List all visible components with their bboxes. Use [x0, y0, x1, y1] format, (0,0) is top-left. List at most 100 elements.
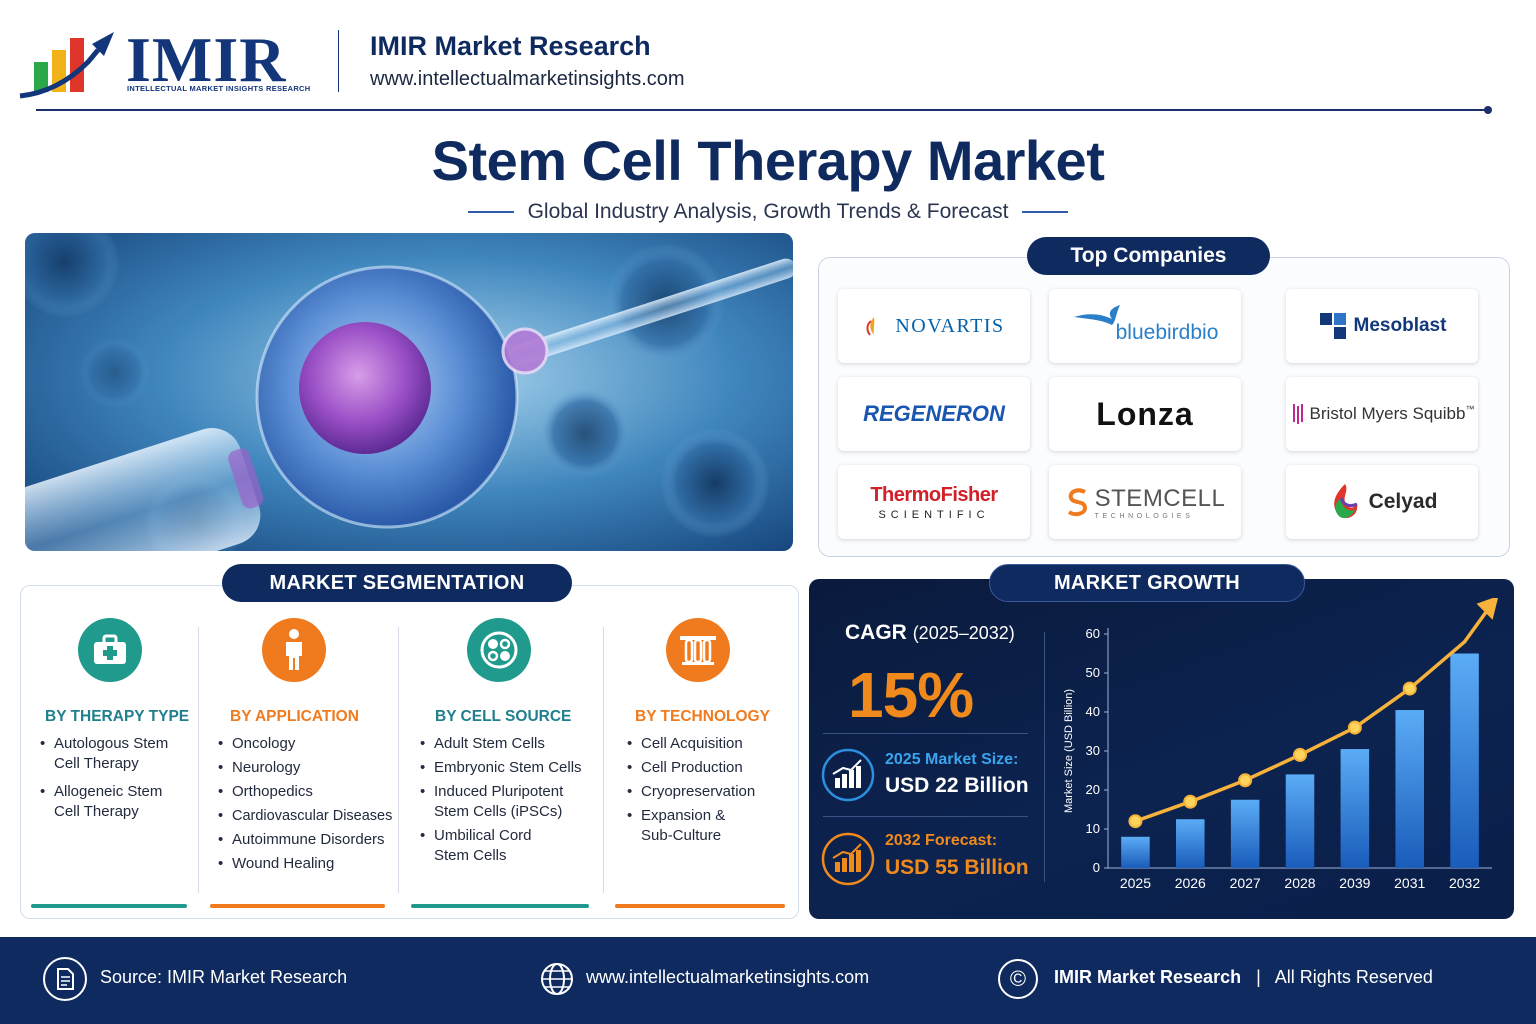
segment-item: Neurology [218, 758, 403, 778]
footer-rights-text: All Rights Reserved [1274, 967, 1433, 987]
logo-bars-icon [19, 32, 114, 99]
chart-bar [1230, 799, 1260, 868]
bar-forecast-icon [821, 832, 875, 886]
chart-bar [1176, 819, 1205, 868]
y-tick-label: 10 [1086, 821, 1100, 836]
footer-rights-brand: IMIR Market Research [1054, 967, 1242, 987]
trend-point [1293, 747, 1307, 762]
subtitle-line-right [1022, 211, 1069, 213]
segment-item: Expansion & Sub-Culture [627, 806, 737, 846]
segment-application: BY APPLICATION Oncology Neurology Orthop… [210, 612, 400, 912]
segment-item: Autoimmune Disorders [218, 830, 403, 850]
company-name-bms: Bristol Myers Squibb [1309, 404, 1466, 423]
cagr-label-text: CAGR [845, 621, 907, 644]
chart-bar [1340, 749, 1370, 868]
chart-bar [1395, 710, 1424, 868]
celyad-flame-icon [1333, 484, 1358, 519]
segment-item: Cardiovascular Diseases [218, 806, 403, 826]
market-growth-chart: 0 10 20 30 40 50 60 Market Size (USD Billion) 20… [1063, 598, 1499, 891]
footer-rights: IMIR Market Research | All Rights Reserv… [1054, 967, 1433, 988]
stem-cell-hero-image [25, 233, 793, 551]
market-segmentation-heading: MARKET SEGMENTATION [222, 564, 572, 602]
company-card-novartis: NOVARTIS [838, 289, 1030, 363]
segment-list: Autologous Stem Cell Therapy Allogeneic … [40, 734, 190, 826]
x-tick-label: 2028 [1284, 875, 1315, 891]
trend-arrowhead [1476, 598, 1499, 620]
y-tick-label: 0 [1093, 860, 1100, 875]
growth-divider [823, 816, 1028, 817]
company-card-lonza: Lonza [1049, 377, 1241, 451]
segment-accent-bar [411, 904, 589, 908]
company-card-mesoblast: Mesoblast [1286, 289, 1478, 363]
footer-url[interactable]: www.intellectualmarketinsights.com [586, 967, 870, 987]
stat-2032-label: 2032 Forecast: [885, 832, 998, 849]
segment-accent-bar [31, 904, 187, 908]
trend-point [1347, 720, 1362, 735]
segment-cell-source: BY CELL SOURCE Adult Stem Cells Embryoni… [410, 612, 600, 912]
company-name-mesoblast: Mesoblast [1353, 315, 1447, 336]
y-tick-label: 40 [1086, 704, 1100, 719]
segment-item: Autologous Stem Cell Therapy [40, 734, 190, 774]
x-tick-label: 2039 [1339, 875, 1370, 891]
page-title: Stem Cell Therapy Market [431, 129, 1105, 192]
trend-point [1183, 794, 1198, 809]
chart-bar [1121, 836, 1150, 868]
x-tick-label: 2026 [1175, 875, 1206, 891]
segment-title: BY APPLICATION [230, 708, 359, 725]
segment-list: Adult Stem Cells Embryonic Stem Cells In… [420, 734, 600, 870]
brand-url[interactable]: www.intellectualmarketinsights.com [370, 68, 685, 90]
company-bms-trademark: ™ [1465, 404, 1475, 414]
chart-bar [1450, 653, 1479, 868]
market-growth-heading: MARKET GROWTH [989, 564, 1305, 602]
logo-wordmark: IMIR [126, 24, 287, 95]
subtitle-line-left [467, 211, 514, 213]
bluebird-bird-icon [1073, 305, 1120, 325]
trend-point [1128, 814, 1143, 829]
segment-title: BY CELL SOURCE [435, 708, 572, 725]
y-tick-label: 50 [1086, 665, 1100, 680]
company-sub-stemcell: TECHNOLOGIES [1094, 512, 1194, 520]
globe-icon [535, 957, 579, 1001]
stemcell-mark-icon [1067, 488, 1087, 517]
footer [0, 937, 1536, 1024]
logo-subtext: INTELLECTUAL MARKET INSIGHTS RESEARCH [127, 84, 311, 93]
segment-item: Adult Stem Cells [420, 734, 600, 754]
company-card-bms: Bristol Myers Squibb ™ [1286, 377, 1478, 451]
document-icon [43, 957, 87, 1001]
company-name-thermofisher: ThermoFisher [870, 483, 998, 506]
x-tick-label: 2025 [1120, 875, 1151, 891]
company-card-thermofisher: ThermoFisher SCIENTIFIC [838, 465, 1030, 539]
cell-icon [467, 618, 531, 682]
page-subtitle: Global Industry Analysis, Growth Trends … [527, 200, 1009, 223]
brand-name: IMIR Market Research [370, 31, 651, 61]
test-tubes-icon [666, 618, 730, 682]
company-card-bluebirdbio: bluebirdbio [1049, 289, 1241, 363]
company-name-stemcell: STEMCELL [1094, 484, 1226, 512]
person-icon [262, 618, 326, 682]
company-name-regeneron: REGENERON [863, 401, 1005, 426]
segmentation-divider [198, 627, 199, 893]
segment-title: BY TECHNOLOGY [635, 708, 770, 725]
mesoblast-mark-icon [1319, 313, 1346, 339]
segment-accent-bar [210, 904, 385, 908]
segment-item: Induced Pluripotent Stem Cells (iPSCs) [420, 782, 600, 822]
x-tick-label: 2032 [1449, 875, 1480, 891]
company-card-stemcell: STEMCELL TECHNOLOGIES [1049, 465, 1241, 539]
cagr-value: 15% [848, 659, 974, 731]
y-tick-label: 30 [1086, 743, 1100, 758]
copyright-icon: © [998, 959, 1038, 999]
header: IMIR INTELLECTUAL MARKET INSIGHTS RESEAR… [0, 0, 1536, 120]
segment-item: Orthopedics [218, 782, 403, 802]
stemcell-wordmark: STEMCELL TECHNOLOGIES [1095, 485, 1226, 520]
company-name-lonza: Lonza [1096, 395, 1194, 432]
stat-2025-label: 2025 Market Size: [885, 751, 1019, 768]
header-divider [338, 30, 339, 92]
stat-2025-value: USD 22 Billion [885, 774, 1029, 797]
bar-growth-icon [821, 748, 875, 802]
company-name-bluebirdbio: bluebirdbio [1115, 321, 1219, 344]
segmentation-divider [603, 627, 604, 893]
trend-point [1238, 773, 1253, 788]
segment-item: Embryonic Stem Cells [420, 758, 600, 778]
header-rule-dot [1484, 106, 1492, 114]
segment-item: Allogeneic Stem Cell Therapy [40, 782, 190, 822]
